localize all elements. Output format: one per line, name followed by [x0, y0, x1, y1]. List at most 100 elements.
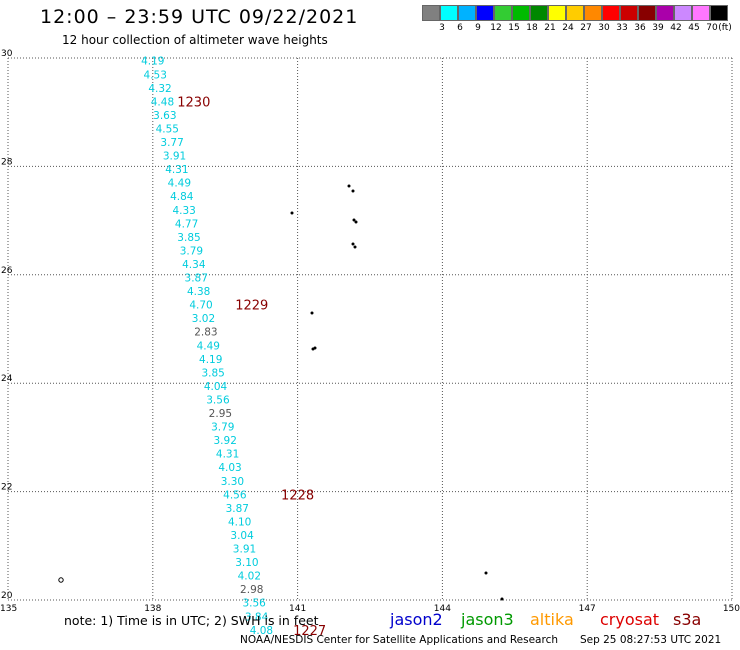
pass-time-label: 1230 [177, 95, 210, 110]
island-marker [347, 184, 351, 188]
y-tick-label: 20 [1, 591, 13, 601]
wave-height-label: 3.85 [201, 367, 224, 379]
legend-label: 27 [580, 23, 592, 33]
legend-swatch [710, 5, 728, 21]
wave-height-label: 4.49 [168, 178, 191, 190]
island-marker [354, 220, 358, 224]
wave-height-label: 3.79 [180, 245, 203, 257]
legend-label: 45 [688, 23, 700, 33]
wave-height-label: 2.95 [209, 408, 232, 420]
credit-line: NOAA/NESDIS Center for Satellite Applica… [240, 634, 558, 646]
island-marker [353, 245, 357, 249]
wave-height-label: 4.34 [182, 259, 206, 271]
wave-height-label: 3.10 [235, 557, 258, 569]
wave-height-label: 4.84 [170, 191, 194, 203]
legend-swatch [584, 5, 602, 21]
y-tick-label: 30 [1, 49, 13, 59]
island-marker [484, 571, 488, 575]
wave-height-label: 3.04 [230, 530, 254, 542]
wave-height-label: 3.56 [206, 394, 230, 406]
wave-height-label: 4.02 [238, 571, 261, 583]
wave-height-label: 3.63 [153, 110, 176, 122]
wave-height-label: 4.56 [223, 489, 247, 501]
y-tick-label: 26 [1, 266, 13, 276]
legend-swatch [422, 5, 440, 21]
legend-label: 21 [544, 23, 556, 33]
wave-height-label: 4.31 [165, 164, 188, 176]
legend-label: 42 [670, 23, 682, 33]
station-marker [58, 577, 64, 583]
island-marker [352, 218, 356, 222]
wave-height-label: 2.98 [240, 584, 263, 596]
island-marker [351, 242, 355, 246]
pass-time-label: 1229 [235, 299, 268, 314]
island-marker [313, 346, 317, 350]
legend-swatch [458, 5, 476, 21]
island-marker [290, 211, 294, 215]
legend-label: 70 [706, 23, 718, 33]
island-marker [310, 311, 314, 315]
wave-height-label: 3.87 [226, 503, 249, 515]
legend-swatch [620, 5, 638, 21]
legend-label: 12 [490, 23, 502, 33]
wave-height-label: 3.56 [242, 598, 266, 610]
mission-jason2: jason2 [390, 610, 443, 629]
mission-s3a: s3a [673, 610, 702, 629]
legend-swatch [440, 5, 458, 21]
legend-swatch [512, 5, 530, 21]
legend-swatch [602, 5, 620, 21]
legend-label: 24 [562, 23, 574, 33]
pass-time-label: 1228 [281, 488, 314, 503]
legend-label: 36 [634, 23, 646, 33]
wave-height-label: 3.02 [192, 313, 215, 325]
wave-height-label: 4.49 [197, 340, 220, 352]
x-tick-label: 144 [434, 604, 451, 614]
legend-swatch [476, 5, 494, 21]
mission-altika: altika [530, 610, 574, 629]
mission-cryosat: cryosat [600, 610, 660, 629]
wave-height-label: 4.10 [228, 516, 251, 528]
wave-height-label: 4.53 [144, 69, 167, 81]
x-tick-label: 147 [579, 604, 596, 614]
x-tick-label: 135 [0, 604, 17, 614]
legend-label: 3 [439, 23, 445, 33]
wave-height-label: 3.91 [163, 151, 186, 163]
footer-note: note: 1) Time is in UTC; 2) SWH is in fe… [64, 613, 319, 628]
legend-swatch [638, 5, 656, 21]
generation-timestamp: Sep 25 08:27:53 UTC 2021 [580, 634, 722, 646]
mission-jason3: jason3 [461, 610, 514, 629]
wave-height-label: 4.70 [189, 300, 212, 312]
legend-swatch [692, 5, 710, 21]
wave-height-label: 3.92 [214, 435, 237, 447]
wave-height-label: 3.77 [160, 137, 183, 149]
wave-height-label: 4.19 [141, 56, 164, 68]
y-tick-label: 24 [1, 374, 13, 384]
wave-height-label: 4.38 [187, 286, 210, 298]
legend-label: 6 [457, 23, 463, 33]
wave-height-label: 4.31 [216, 449, 239, 461]
y-tick-label: 28 [1, 157, 13, 167]
island-marker [351, 189, 355, 193]
legend-label: 15 [508, 23, 520, 33]
pass-time-label: 1227 [293, 624, 326, 639]
legend-swatch [494, 5, 512, 21]
wave-height-label: 4.08 [250, 625, 273, 637]
wave-height-label: 3.84 [245, 611, 269, 623]
wave-height-label: 4.77 [175, 218, 198, 230]
legend-unit: (ft) [718, 23, 732, 33]
legend-swatch [674, 5, 692, 21]
wave-height-label: 4.55 [156, 123, 179, 135]
wave-height-label: 3.79 [211, 422, 234, 434]
legend-label: 30 [598, 23, 610, 33]
wave-height-label: 4.32 [148, 83, 171, 95]
legend-swatch [566, 5, 584, 21]
legend-label: 33 [616, 23, 628, 33]
wave-height-label: 3.85 [177, 232, 200, 244]
legend-swatch [530, 5, 548, 21]
y-tick-label: 22 [1, 483, 12, 493]
chart-title: 12:00 – 23:59 UTC 09/22/2021 [40, 6, 359, 28]
wave-height-label: 2.83 [194, 327, 217, 339]
x-tick-label: 150 [723, 604, 740, 614]
wave-height-label: 4.33 [172, 205, 195, 217]
